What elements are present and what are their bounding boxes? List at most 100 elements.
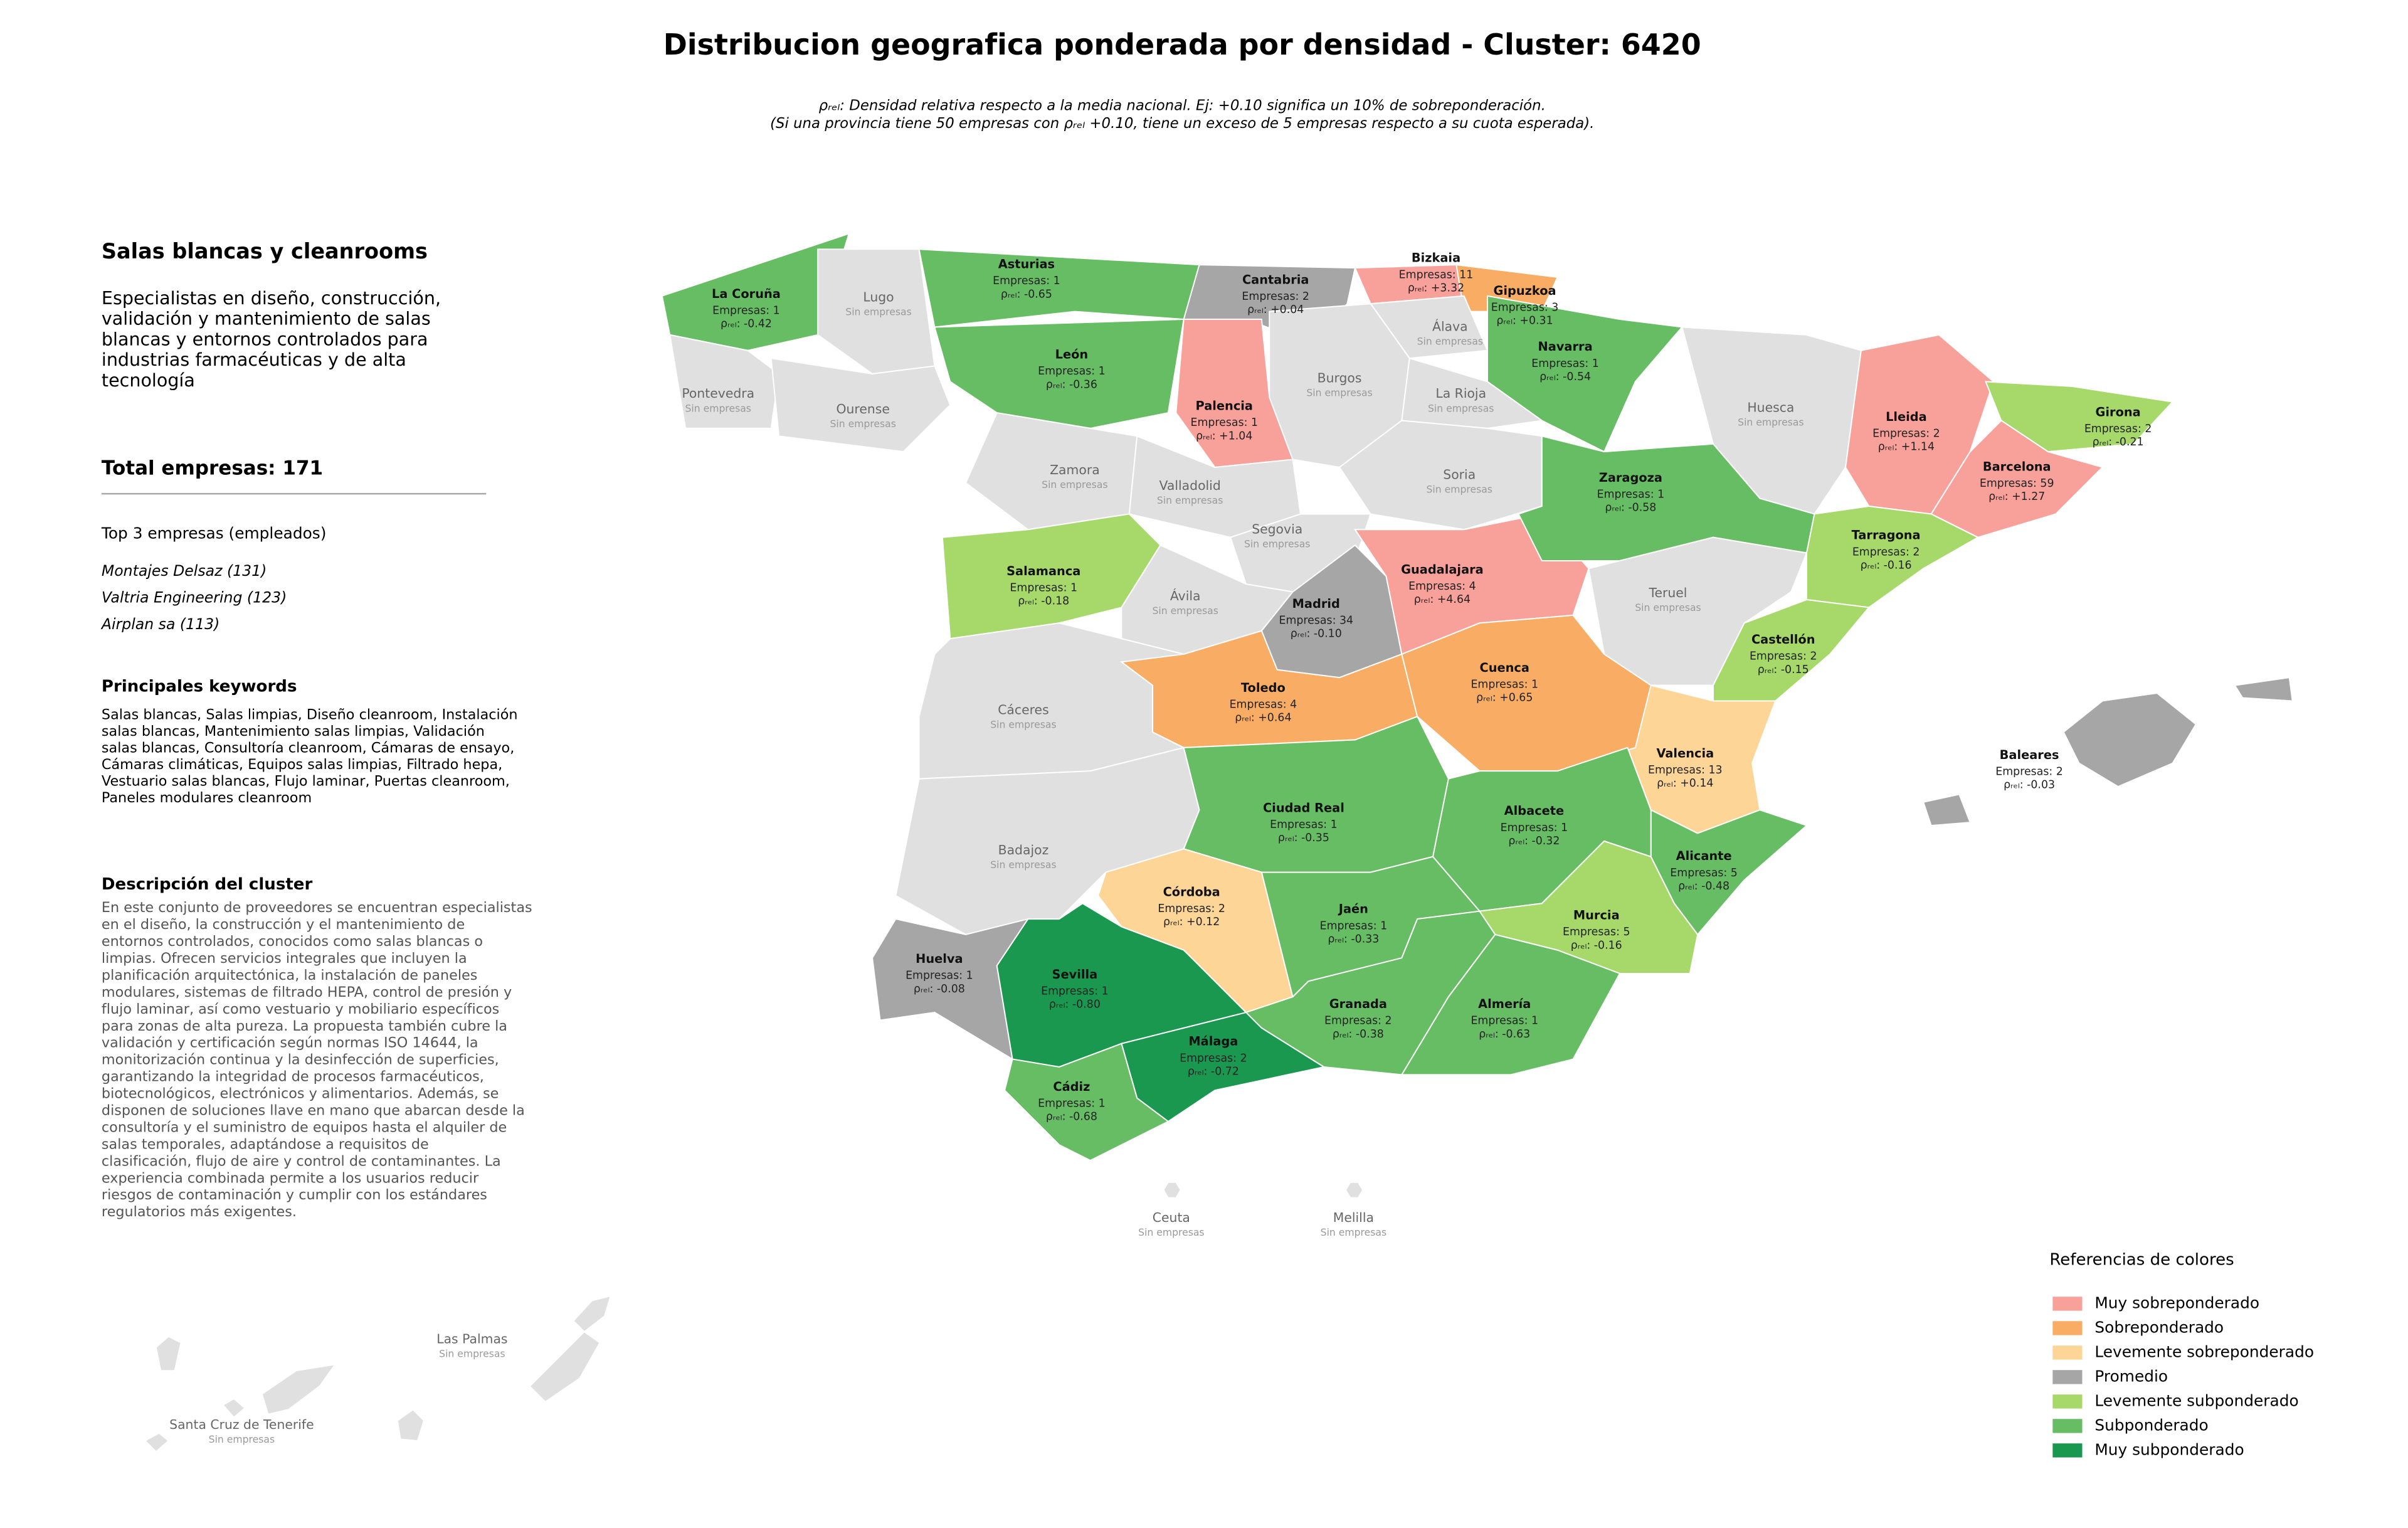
province-note: Sin empresas [1157,494,1223,506]
province-name: Cuenca [1480,661,1529,675]
cluster-description-line: monitorización continua y la desinfecció… [102,1052,499,1068]
legend-swatch [2052,1419,2083,1433]
province-name: Córdoba [1163,884,1220,899]
province-rho: ρᵣₑₗ: +0.12 [1163,916,1220,928]
province-rho: ρᵣₑₗ: -0.08 [914,983,965,995]
province-name: Valencia [1656,746,1714,760]
province-name: Baleares [2000,748,2059,762]
province-shape [222,1398,246,1419]
title: Distribucion geografica ponderada por de… [663,28,1701,61]
province-note: Sin empresas [1321,1226,1386,1238]
cluster-description-line: garantizando la integridad de procesos f… [102,1069,484,1085]
legend-swatch [2052,1370,2083,1384]
province-companies: Empresas: 1 [1597,488,1665,501]
sidebar-description: tecnología [102,369,195,391]
province-name: Ourense [836,401,889,416]
province-name: Jaén [1338,902,1368,916]
keywords-line: Vestuario salas blancas, Flujo laminar, … [102,773,510,790]
legend-label: Muy subponderado [2094,1440,2244,1458]
cluster-description-line: En este conjunto de proveedores se encue… [102,899,532,916]
province-name: Zamora [1050,462,1100,477]
province-rho: ρᵣₑₗ: -0.15 [1758,664,1809,676]
province-name: Tarragona [1852,528,1921,543]
province-rho: ρᵣₑₗ: -0.21 [2093,436,2144,448]
province-rho: ρᵣₑₗ: -0.48 [1678,880,1729,893]
province-name: La Rioja [1435,386,1486,401]
province-shape [1004,1043,1170,1162]
province-rho: ρᵣₑₗ: -0.65 [1001,288,1052,300]
province-rho: ρᵣₑₗ: -0.54 [1539,371,1591,383]
province-rho: ρᵣₑₗ: -0.33 [1328,933,1379,945]
province-companies: Empresas: 4 [1408,580,1476,593]
province-shape [572,1295,612,1333]
province-companies: Empresas: 1 [1190,416,1258,429]
province-companies: Empresas: 1 [1320,920,1388,932]
province-shape [1401,357,1544,429]
province-name: Cantabria [1242,272,1309,287]
province-name: Badajoz [998,842,1049,857]
province-shape [261,1363,337,1415]
province-name: Gipuzkoa [1493,284,1556,298]
province-companies: Empresas: 34 [1279,615,1353,627]
province-rho: ρᵣₑₗ: +0.65 [1476,691,1533,704]
cluster-heading: Descripción del cluster [102,875,313,894]
province-note: Sin empresas [1152,605,1218,617]
province-shape [1338,420,1543,531]
province-name: Cádiz [1053,1080,1090,1094]
province-rho: ρᵣₑₗ: -0.58 [1605,502,1656,514]
province-name: Toledo [1241,681,1286,695]
province-name: Lleida [1886,410,1927,424]
province-rho: ρᵣₑₗ: +4.64 [1414,593,1471,606]
province-note: Sin empresas [1417,336,1483,348]
legend-swatch [2052,1297,2083,1311]
province-companies: Empresas: 1 [1471,678,1538,691]
keywords-line: salas blancas, Mantenimiento salas limpi… [102,723,485,740]
province-companies: Empresas: 1 [1471,1015,1538,1027]
province-name: Palencia [1196,399,1253,413]
province-companies: Empresas: 1 [1038,1097,1106,1110]
province-rho: ρᵣₑₗ: -0.38 [1333,1028,1384,1041]
province-note: Sin empresas [1042,479,1107,491]
province-name: Ciudad Real [1263,800,1344,815]
top-heading: Top 3 empresas (empleados) [101,524,326,543]
legend-label: Levemente subponderado [2094,1391,2298,1409]
province-companies: Empresas: 1 [1501,822,1568,834]
province-companies: Empresas: 1 [1010,581,1077,594]
province-companies: Empresas: 2 [1242,290,1309,303]
province-companies: Empresas: 1 [993,275,1060,287]
province-shape [396,1408,425,1442]
keywords-line: Paneles modulares cleanroom [102,790,312,806]
subtitle: (Si una provincia tiene 50 empresas con … [770,115,1594,132]
province-name: Almería [1478,997,1531,1011]
province-companies: Empresas: 5 [1563,926,1630,938]
province-shape [2234,677,2293,702]
keywords-line: Salas blancas, Salas limpias, Diseño cle… [102,706,518,723]
province-shape [770,357,951,453]
province-companies: Empresas: 3 [1491,301,1559,314]
province-shape [1400,933,1621,1076]
total-companies: Total empresas: 171 [102,457,323,479]
province-name: Huelva [916,952,963,966]
province-companies: Empresas: 1 [906,970,973,982]
subtitle: ρᵣₑₗ: Densidad relativa respecto a la me… [819,97,1546,114]
keywords-heading: Principales keywords [102,677,297,696]
cluster-description-line: regulatorios más exigentes. [102,1204,297,1220]
province-rho: ρᵣₑₗ: +0.31 [1496,315,1553,327]
cluster-description-line: flujo laminar, así como vestuario y mobi… [102,1001,499,1017]
cluster-description-line: consultoría y el suministro de equipos h… [102,1119,507,1135]
cluster-description-line: validación y certificación según normas … [102,1035,478,1051]
province-shape [1401,614,1652,772]
province-name: Sevilla [1052,967,1098,982]
cluster-description-line: disponen de soluciones llave en mano que… [102,1103,525,1119]
province-name: Granada [1329,997,1387,1011]
province-name: Valladolid [1159,478,1221,493]
legend-label: Muy sobreponderado [2094,1293,2259,1312]
province-name: Cáceres [998,702,1048,717]
province-shape [529,1330,601,1403]
sidebar-description: blancas y entornos controlados para [102,328,428,349]
province-name: Soria [1443,467,1476,482]
keywords-line: salas blancas, Consultoría cleanroom, Cá… [102,740,514,756]
province-name: Madrid [1292,597,1340,611]
province-note: Sin empresas [990,859,1056,871]
province-companies: Empresas: 2 [1872,428,1940,440]
